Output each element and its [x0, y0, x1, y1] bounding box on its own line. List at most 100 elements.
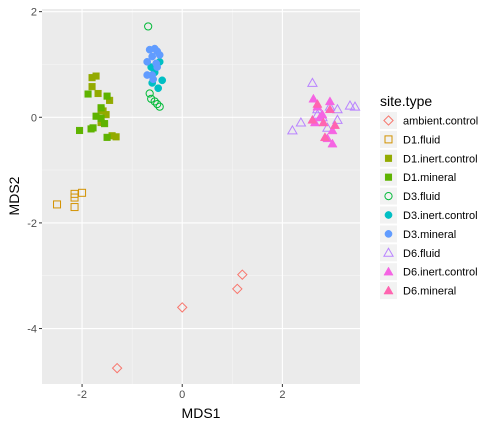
- data-point: [176, 302, 188, 313]
- data-point: [53, 200, 62, 209]
- series-D3-fluid: [144, 22, 164, 111]
- data-point: [143, 57, 152, 66]
- series-D1-fluid: [53, 188, 87, 212]
- data-point: [308, 93, 319, 103]
- data-point: [143, 71, 152, 79]
- x-tick-label: 2: [279, 389, 285, 401]
- data-point: [321, 122, 333, 132]
- data-point: [88, 83, 96, 91]
- data-point: [155, 51, 164, 59]
- legend-label: D6.fluid: [403, 248, 440, 260]
- data-point: [78, 188, 87, 197]
- data-point: [112, 133, 120, 141]
- data-point: [103, 133, 111, 141]
- data-point: [332, 103, 343, 114]
- legend-key-bg: [380, 112, 397, 129]
- data-point: [84, 90, 92, 98]
- data-point: [144, 22, 153, 31]
- data-point: [312, 98, 323, 108]
- legend-item: ambient.control: [380, 112, 478, 129]
- data-point: [101, 120, 109, 128]
- data-point: [329, 120, 340, 129]
- data-point: [149, 75, 158, 84]
- series-D1-mineral: [76, 90, 111, 141]
- legend-item: D1.inert.control: [380, 149, 478, 167]
- data-point: [97, 104, 105, 112]
- data-point: [148, 52, 157, 61]
- data-point: [295, 116, 307, 127]
- legend-key-symbol: [384, 230, 393, 238]
- data-point: [76, 126, 84, 135]
- data-point: [307, 114, 318, 124]
- series-D3-inert-control: [147, 57, 167, 93]
- legend-key-symbol: [384, 154, 393, 162]
- legend-key-bg: [380, 130, 397, 148]
- data-point: [319, 132, 330, 142]
- data-point: [286, 124, 298, 135]
- y-tick-label: 2: [31, 7, 37, 19]
- legend-item: D1.mineral: [380, 168, 456, 186]
- legend-item: D3.fluid: [380, 187, 440, 205]
- data-point: [158, 76, 167, 85]
- x-axis: -2 0 2: [77, 384, 285, 401]
- data-point: [344, 100, 356, 110]
- data-point: [70, 193, 79, 202]
- legend-label: ambient.control: [403, 116, 478, 128]
- data-point: [87, 125, 95, 133]
- data-point: [237, 269, 248, 280]
- legend-label: D3.inert.control: [403, 210, 478, 222]
- legend-key-symbol: [384, 135, 393, 144]
- data-point: [102, 111, 110, 119]
- data-point: [306, 77, 318, 87]
- y-tick-label: -2: [27, 218, 37, 230]
- legend-key-symbol: [384, 173, 393, 181]
- legend-key-symbol: [384, 192, 393, 201]
- y-axis: -4 -2 0 2: [27, 7, 42, 336]
- data-point: [145, 45, 154, 54]
- data-point: [103, 92, 111, 100]
- legend-item: D6.fluid: [380, 244, 440, 262]
- y-axis-title: MDS2: [6, 176, 22, 215]
- legend-item: D6.inert.control: [380, 263, 478, 281]
- legend-label: D1.fluid: [403, 134, 440, 146]
- data-point: [153, 99, 162, 109]
- legend-title: site.type: [380, 93, 432, 109]
- y-tick-label: -4: [27, 324, 37, 336]
- x-tick-label: -2: [77, 389, 87, 401]
- series-D6-mineral: [307, 98, 340, 142]
- legend-label: D6.mineral: [403, 286, 456, 298]
- data-point: [327, 125, 338, 135]
- legend-label: D3.mineral: [403, 229, 456, 241]
- legend-item: D3.mineral: [380, 225, 456, 243]
- legend-key-bg: [380, 244, 397, 262]
- legend-item: D3.inert.control: [380, 206, 478, 224]
- data-point: [155, 102, 164, 111]
- grid-minor: [42, 9, 360, 384]
- legend-label: D1.mineral: [403, 172, 456, 184]
- data-point: [231, 283, 243, 295]
- data-point: [317, 109, 328, 119]
- legend-key-symbol: [383, 247, 394, 257]
- legend-label: D1.inert.control: [403, 153, 478, 165]
- data-point: [70, 203, 79, 212]
- data-point: [92, 72, 100, 80]
- legend: site.type ambient.control D1.fluid D1.iner…: [380, 93, 478, 300]
- plot-panel: [42, 9, 360, 384]
- y-tick-label: 0: [31, 112, 37, 124]
- data-point: [324, 104, 335, 114]
- data-point: [111, 362, 123, 374]
- legend-label: D6.inert.control: [403, 267, 478, 279]
- x-tick-label: 0: [179, 389, 185, 401]
- data-point: [145, 89, 154, 98]
- data-point: [154, 84, 163, 93]
- legend-key-symbol: [383, 266, 394, 276]
- legend-item: D6.mineral: [380, 282, 456, 300]
- legend-item: D1.fluid: [380, 130, 440, 148]
- data-point: [147, 94, 156, 103]
- data-point: [94, 89, 102, 98]
- data-point: [332, 114, 343, 124]
- series-D3-mineral: [143, 44, 164, 84]
- data-point: [153, 63, 162, 71]
- data-point: [327, 138, 338, 148]
